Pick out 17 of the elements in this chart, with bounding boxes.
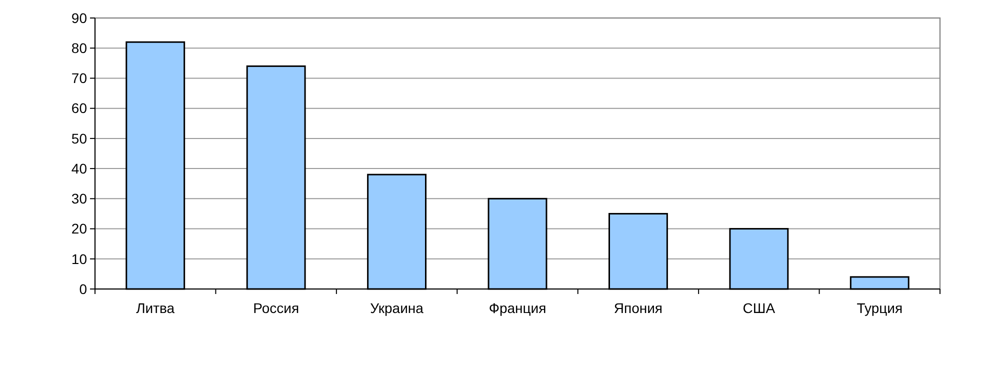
x-tick-label: Турция: [856, 300, 903, 316]
x-tick-label: Франция: [488, 300, 546, 316]
x-tick-label: Япония: [614, 300, 663, 316]
y-tick-label: 90: [71, 10, 88, 26]
y-tick-label: 80: [71, 40, 88, 56]
x-tick-label: Литва: [136, 300, 175, 316]
y-tick-label: 70: [71, 70, 88, 86]
y-tick-label: 40: [71, 160, 88, 176]
y-tick-label: 60: [71, 100, 88, 116]
x-tick-label: Украина: [370, 300, 424, 316]
y-tick-label: 20: [71, 220, 88, 237]
y-tick-label: 10: [71, 250, 88, 267]
x-tick-label: США: [742, 300, 776, 316]
y-tick-label: 50: [71, 130, 88, 146]
x-tick-label: Россия: [253, 300, 300, 316]
y-tick-label: 30: [71, 190, 88, 207]
y-tick-label: 0: [79, 280, 88, 297]
